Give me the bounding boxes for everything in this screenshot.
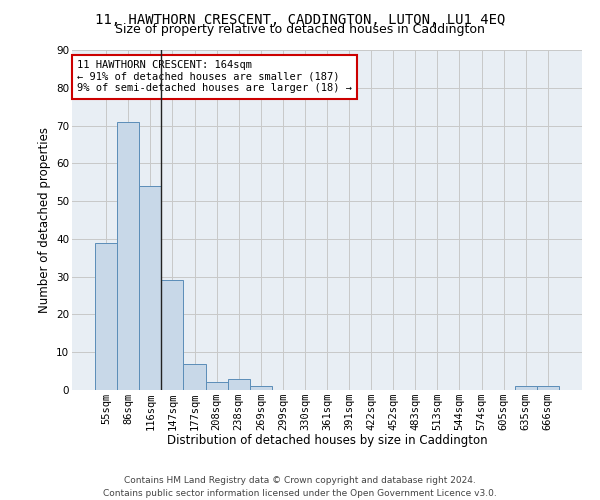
Text: Contains HM Land Registry data © Crown copyright and database right 2024.
Contai: Contains HM Land Registry data © Crown c… bbox=[103, 476, 497, 498]
Bar bbox=[161, 280, 184, 390]
Y-axis label: Number of detached properties: Number of detached properties bbox=[38, 127, 50, 313]
Text: Size of property relative to detached houses in Caddington: Size of property relative to detached ho… bbox=[115, 22, 485, 36]
Bar bbox=[95, 242, 117, 390]
Bar bbox=[515, 386, 537, 390]
Bar bbox=[250, 386, 272, 390]
Bar bbox=[206, 382, 227, 390]
Bar bbox=[537, 386, 559, 390]
Bar bbox=[139, 186, 161, 390]
Bar bbox=[184, 364, 206, 390]
Text: 11 HAWTHORN CRESCENT: 164sqm
← 91% of detached houses are smaller (187)
9% of se: 11 HAWTHORN CRESCENT: 164sqm ← 91% of de… bbox=[77, 60, 352, 94]
Bar bbox=[117, 122, 139, 390]
X-axis label: Distribution of detached houses by size in Caddington: Distribution of detached houses by size … bbox=[167, 434, 487, 448]
Text: 11, HAWTHORN CRESCENT, CADDINGTON, LUTON, LU1 4EQ: 11, HAWTHORN CRESCENT, CADDINGTON, LUTON… bbox=[95, 12, 505, 26]
Bar bbox=[227, 378, 250, 390]
